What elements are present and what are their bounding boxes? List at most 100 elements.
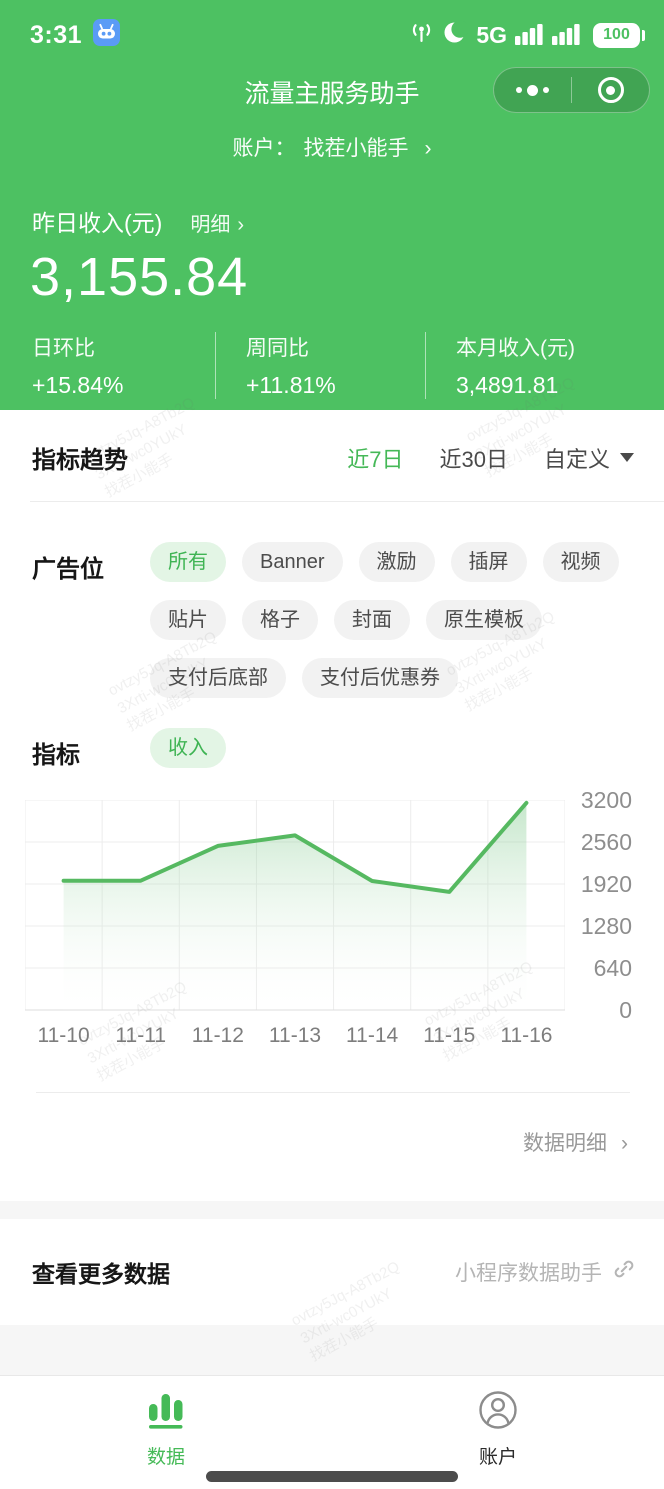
x-tick-label: 11-12 <box>191 1024 244 1047</box>
x-tick-label: 11-15 <box>423 1024 476 1047</box>
filter-chip[interactable]: 所有 <box>150 542 226 582</box>
signal-bars-icon <box>515 21 544 50</box>
ad-chips: 所有 Banner 激励 插屏 视频贴片 格子 封面 原生模板支付后底部 支付后优惠券 <box>150 542 638 698</box>
income-value: 3,155.84 <box>30 247 249 307</box>
battery-level: 100 <box>603 26 630 43</box>
dot-icon <box>527 84 538 96</box>
filter-chip[interactable]: 视频 <box>542 542 619 582</box>
section-title-adslots: 广告位 <box>32 556 104 583</box>
income-header: 昨日收入(元) 明细 › <box>0 204 664 238</box>
income-detail-link[interactable]: 明细 › <box>190 214 244 236</box>
signal-bars-icon-2 <box>552 21 581 50</box>
metric-filter: 指标 收入 <box>0 728 664 770</box>
x-tick-label: 11-14 <box>346 1024 399 1047</box>
status-right: 5G 100 <box>408 20 645 50</box>
mini-program-assistant-link[interactable]: 小程序数据助手 <box>455 1257 636 1287</box>
more-menu-button[interactable] <box>494 68 571 112</box>
y-tick-label: 3200 <box>580 787 632 813</box>
page-title: 流量主服务助手 <box>244 80 420 108</box>
account-switcher[interactable]: 账户： 找茬小能手 › <box>0 132 664 162</box>
account-name: 找茬小能手 <box>303 137 409 160</box>
filter-chip[interactable]: 支付后优惠券 <box>302 658 458 698</box>
range-tab-近7日[interactable]: 近7日 <box>347 446 404 472</box>
stat-item: 本月收入(元) 3,4891.81 <box>425 332 575 399</box>
y-tick-label: 640 <box>593 955 632 981</box>
stat-item: 周同比 +11.81% <box>215 332 425 399</box>
nav-bar: 流量主服务助手 <box>0 64 664 120</box>
trend-ranges: 近7日 近30日 自定义 <box>347 442 634 474</box>
night-mode-moon-icon <box>443 20 469 50</box>
minimize-button[interactable] <box>572 68 649 112</box>
trend-header: 指标趋势 近7日 近30日 自定义 <box>0 410 664 501</box>
stat-item: 日环比 +15.84% <box>32 332 215 399</box>
x-axis: 11-10 11-11 11-12 11-13 11-14 11-15 11-16 <box>25 1024 565 1048</box>
link-icon <box>612 1257 636 1287</box>
more-data-title: 查看更多数据 <box>32 1261 170 1287</box>
filter-chip[interactable]: 支付后底部 <box>150 658 286 698</box>
stat-label: 日环比 <box>32 337 95 360</box>
more-data-section: 查看更多数据 小程序数据助手 <box>0 1219 664 1325</box>
ad-slot-filter: 广告位 所有 Banner 激励 插屏 视频贴片 格子 封面 原生模板支付后底部 支付后优惠券 <box>0 542 664 698</box>
account-label: 账户： <box>232 137 296 160</box>
divider <box>36 1092 630 1093</box>
tab-label: 数据 <box>146 1447 185 1468</box>
target-circle-icon <box>597 77 624 103</box>
section-title-metric: 指标 <box>32 742 80 769</box>
filter-chip[interactable]: 激励 <box>358 542 435 582</box>
status-left: 3:31 <box>30 19 121 51</box>
section-separator <box>0 1201 664 1219</box>
status-bar: 3:31 <box>0 0 664 56</box>
capsule-menu <box>493 67 650 113</box>
stat-value: +15.84% <box>32 372 124 398</box>
tab-数据[interactable]: 数据 <box>0 1376 332 1489</box>
stat-label: 周同比 <box>246 337 309 360</box>
hotspot-icon <box>408 21 435 50</box>
x-tick-label: 11-10 <box>37 1024 90 1047</box>
filter-chip[interactable]: 插屏 <box>450 542 527 582</box>
filter-chip[interactable]: 贴片 <box>150 600 226 640</box>
filter-chip[interactable]: 收入 <box>150 728 226 768</box>
chevron-down-icon <box>620 453 634 462</box>
x-tick-label: 11-11 <box>115 1024 166 1047</box>
divider <box>30 501 664 502</box>
tab-账户[interactable]: 账户 <box>332 1376 664 1489</box>
capsule-divider <box>571 77 572 103</box>
header: 3:31 <box>0 0 664 410</box>
data-detail-link[interactable]: 数据明细 › <box>523 1132 628 1155</box>
metric-chips: 收入 <box>150 728 226 770</box>
section-title-trend: 指标趋势 <box>32 447 128 474</box>
filter-chip[interactable]: 原生模板 <box>426 600 542 640</box>
range-tab-近30日[interactable]: 近30日 <box>439 446 508 472</box>
section-separator <box>0 1325 664 1375</box>
stat-label: 本月收入(元) <box>456 337 575 360</box>
chevron-right-icon: › <box>621 1132 628 1155</box>
filter-chip[interactable]: 格子 <box>242 600 318 640</box>
tab-label: 账户 <box>478 1447 517 1468</box>
stat-value: +11.81% <box>246 372 336 398</box>
y-tick-label: 0 <box>619 997 632 1023</box>
range-tab-自定义[interactable]: 自定义 <box>544 442 634 474</box>
trend-chart: 3200 2560 1920 1280 640 0 11-10 11-11 11-12 11-1… <box>0 787 664 1058</box>
area-chart <box>25 800 565 1011</box>
income-label: 昨日收入(元) <box>32 210 163 236</box>
network-type-label: 5G <box>476 21 507 48</box>
tab-bar: 数据 账户 <box>0 1375 664 1489</box>
y-tick-label: 1920 <box>580 871 632 897</box>
person-icon <box>476 1388 520 1437</box>
detail-row: 数据明细 › <box>0 1093 664 1201</box>
stat-value: 3,4891.81 <box>456 372 559 398</box>
x-tick-label: 11-13 <box>268 1024 322 1047</box>
chevron-right-icon: › <box>237 214 244 236</box>
trend-panel: 指标趋势 近7日 近30日 自定义 广告位 所有 Banner 激励 插屏 视频贴片 格子 封面… <box>0 410 664 1201</box>
y-tick-label: 1280 <box>580 913 632 939</box>
stats-row: 日环比 +15.84% 周同比 +11.81% 本月收入(元) 3,4891.81 <box>0 332 664 399</box>
filter-chip[interactable]: 封面 <box>334 600 410 640</box>
robot-notification-icon <box>93 19 121 51</box>
filter-chip[interactable]: Banner <box>242 542 343 582</box>
dot-icon <box>543 87 549 93</box>
battery-icon: 100 <box>593 22 645 48</box>
y-tick-label: 2560 <box>580 829 632 855</box>
x-tick-label: 11-16 <box>500 1024 553 1047</box>
clock-time: 3:31 <box>30 20 83 49</box>
dot-icon <box>516 87 522 93</box>
